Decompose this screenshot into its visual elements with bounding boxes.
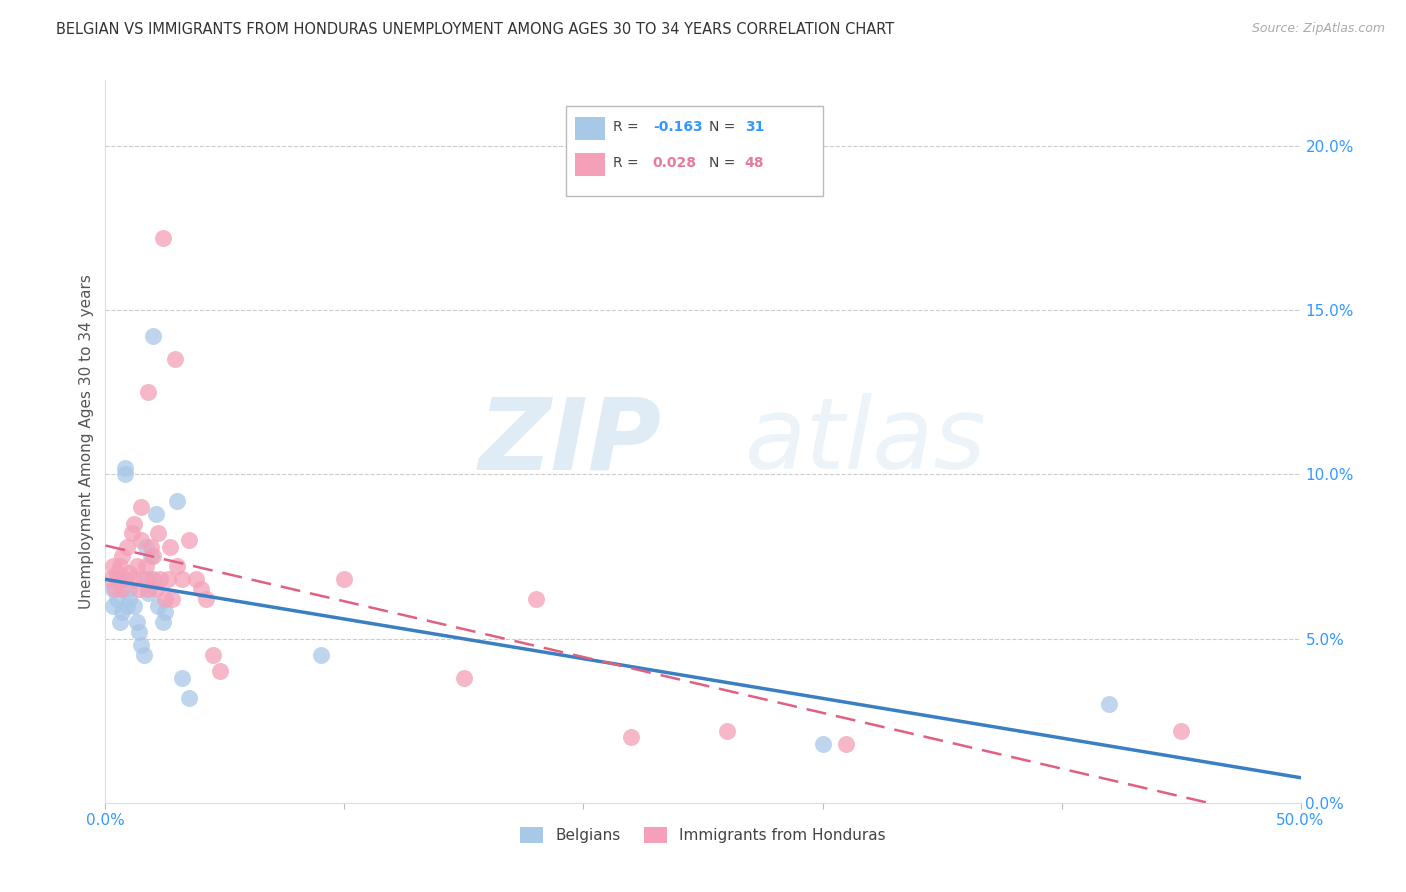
Point [111, 605, 134, 619]
Point [138, 573, 160, 587]
Point [333, 573, 356, 587]
Text: atlas: atlas [745, 393, 987, 490]
Point [111, 549, 134, 564]
Point [153, 592, 177, 607]
Point [101, 599, 124, 613]
Point [118, 592, 141, 607]
Point [138, 385, 160, 400]
Point [524, 592, 547, 607]
Point [129, 533, 153, 547]
Text: Source: ZipAtlas.com: Source: ZipAtlas.com [1251, 22, 1385, 36]
Point [108, 615, 131, 630]
Text: N =: N = [709, 156, 740, 170]
Point [190, 582, 212, 597]
Point [122, 516, 145, 531]
Text: 48: 48 [745, 156, 765, 170]
Point [159, 540, 181, 554]
Text: BELGIAN VS IMMIGRANTS FROM HONDURAS UNEMPLOYMENT AMONG AGES 30 TO 34 YEARS CORRE: BELGIAN VS IMMIGRANTS FROM HONDURAS UNEM… [56, 22, 894, 37]
Text: R =: R = [613, 120, 644, 134]
Bar [575, 117, 605, 140]
Point [125, 559, 148, 574]
Point [138, 585, 160, 599]
Point [145, 507, 167, 521]
Point [128, 625, 150, 640]
Point [138, 582, 160, 597]
Point [122, 599, 145, 613]
Point [135, 559, 157, 574]
Point [114, 573, 136, 587]
Point [101, 582, 124, 597]
Point [202, 648, 225, 662]
Point [114, 467, 136, 482]
Point [163, 352, 186, 367]
Point [129, 500, 153, 515]
Point [142, 573, 165, 587]
Point [149, 573, 172, 587]
Point [135, 540, 157, 554]
Point [142, 329, 165, 343]
Point [108, 559, 131, 574]
Point [811, 737, 834, 751]
Point [152, 231, 174, 245]
Point [152, 615, 174, 630]
Point [453, 671, 475, 685]
Text: ZIP: ZIP [478, 393, 661, 490]
Point [146, 526, 169, 541]
Point [118, 582, 141, 597]
Point [156, 573, 179, 587]
Point [118, 566, 141, 580]
Point [122, 573, 145, 587]
Point [132, 648, 155, 662]
Point [1098, 698, 1121, 712]
Point [170, 671, 193, 685]
Bar [575, 153, 605, 177]
Point [114, 460, 136, 475]
Point [104, 582, 127, 597]
Point [716, 723, 738, 738]
Point [146, 599, 169, 613]
Text: 31: 31 [745, 120, 765, 134]
Point [129, 638, 153, 652]
Point [139, 540, 162, 554]
Point [115, 599, 138, 613]
Legend: Belgians, Immigrants from Honduras: Belgians, Immigrants from Honduras [515, 822, 891, 849]
Point [186, 573, 208, 587]
Y-axis label: Unemployment Among Ages 30 to 34 years: Unemployment Among Ages 30 to 34 years [79, 274, 94, 609]
FancyBboxPatch shape [565, 105, 823, 196]
Point [177, 690, 201, 705]
Point [309, 648, 332, 662]
Point [142, 549, 165, 564]
Point [107, 566, 129, 580]
Point [166, 559, 188, 574]
Point [128, 582, 150, 597]
Point [177, 533, 201, 547]
Point [121, 526, 143, 541]
Point [98, 573, 121, 587]
Point [153, 605, 177, 619]
Point [209, 665, 232, 679]
Point [194, 592, 217, 607]
Point [166, 493, 188, 508]
Text: -0.163: -0.163 [652, 120, 703, 134]
Point [132, 573, 155, 587]
Point [101, 559, 124, 574]
Text: R =: R = [613, 156, 644, 170]
Point [107, 573, 129, 587]
Point [835, 737, 858, 751]
Point [170, 573, 193, 587]
Point [162, 592, 184, 607]
Point [1170, 723, 1192, 738]
Text: N =: N = [709, 120, 740, 134]
Point [115, 540, 138, 554]
Point [139, 549, 162, 564]
Point [620, 730, 643, 744]
Point [125, 615, 148, 630]
Text: 0.028: 0.028 [652, 156, 697, 170]
Point [145, 582, 167, 597]
Point [107, 592, 129, 607]
Point [111, 582, 134, 597]
